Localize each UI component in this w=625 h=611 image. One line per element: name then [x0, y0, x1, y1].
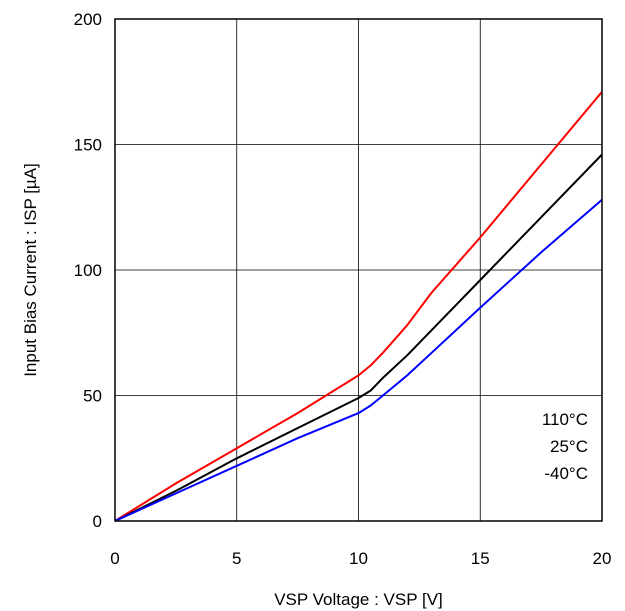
legend-entry-2: -40°C	[544, 464, 588, 483]
y-tick-labels: 0 50 100 150 200	[74, 10, 102, 531]
grid	[114, 18, 603, 522]
series-lines	[114, 91, 603, 522]
legend: 110°C 25°C -40°C	[542, 410, 588, 483]
y-tick-label-1: 50	[83, 387, 102, 406]
y-tick-label-4: 200	[74, 10, 102, 29]
x-tick-label-2: 10	[349, 549, 368, 568]
x-axis-label: VSP Voltage : VSP [V]	[274, 590, 443, 609]
x-tick-label-1: 5	[232, 549, 241, 568]
y-tick-label-0: 0	[93, 512, 102, 531]
legend-entry-1: 25°C	[550, 437, 588, 456]
x-tick-label-4: 20	[593, 549, 612, 568]
plot-area-border	[114, 18, 603, 522]
y-tick-label-2: 100	[74, 261, 102, 280]
x-tick-label-3: 15	[471, 549, 490, 568]
series-line-2	[114, 198, 603, 522]
legend-entry-0: 110°C	[542, 410, 588, 429]
x-tick-label-0: 0	[110, 549, 119, 568]
x-tick-labels: 0 5 10 15 20	[110, 549, 611, 568]
y-axis-label: Input Bias Current : ISP [µA]	[21, 163, 40, 377]
series-line-0	[114, 91, 603, 522]
series-line-1	[114, 153, 603, 522]
y-tick-label-3: 150	[74, 136, 102, 155]
